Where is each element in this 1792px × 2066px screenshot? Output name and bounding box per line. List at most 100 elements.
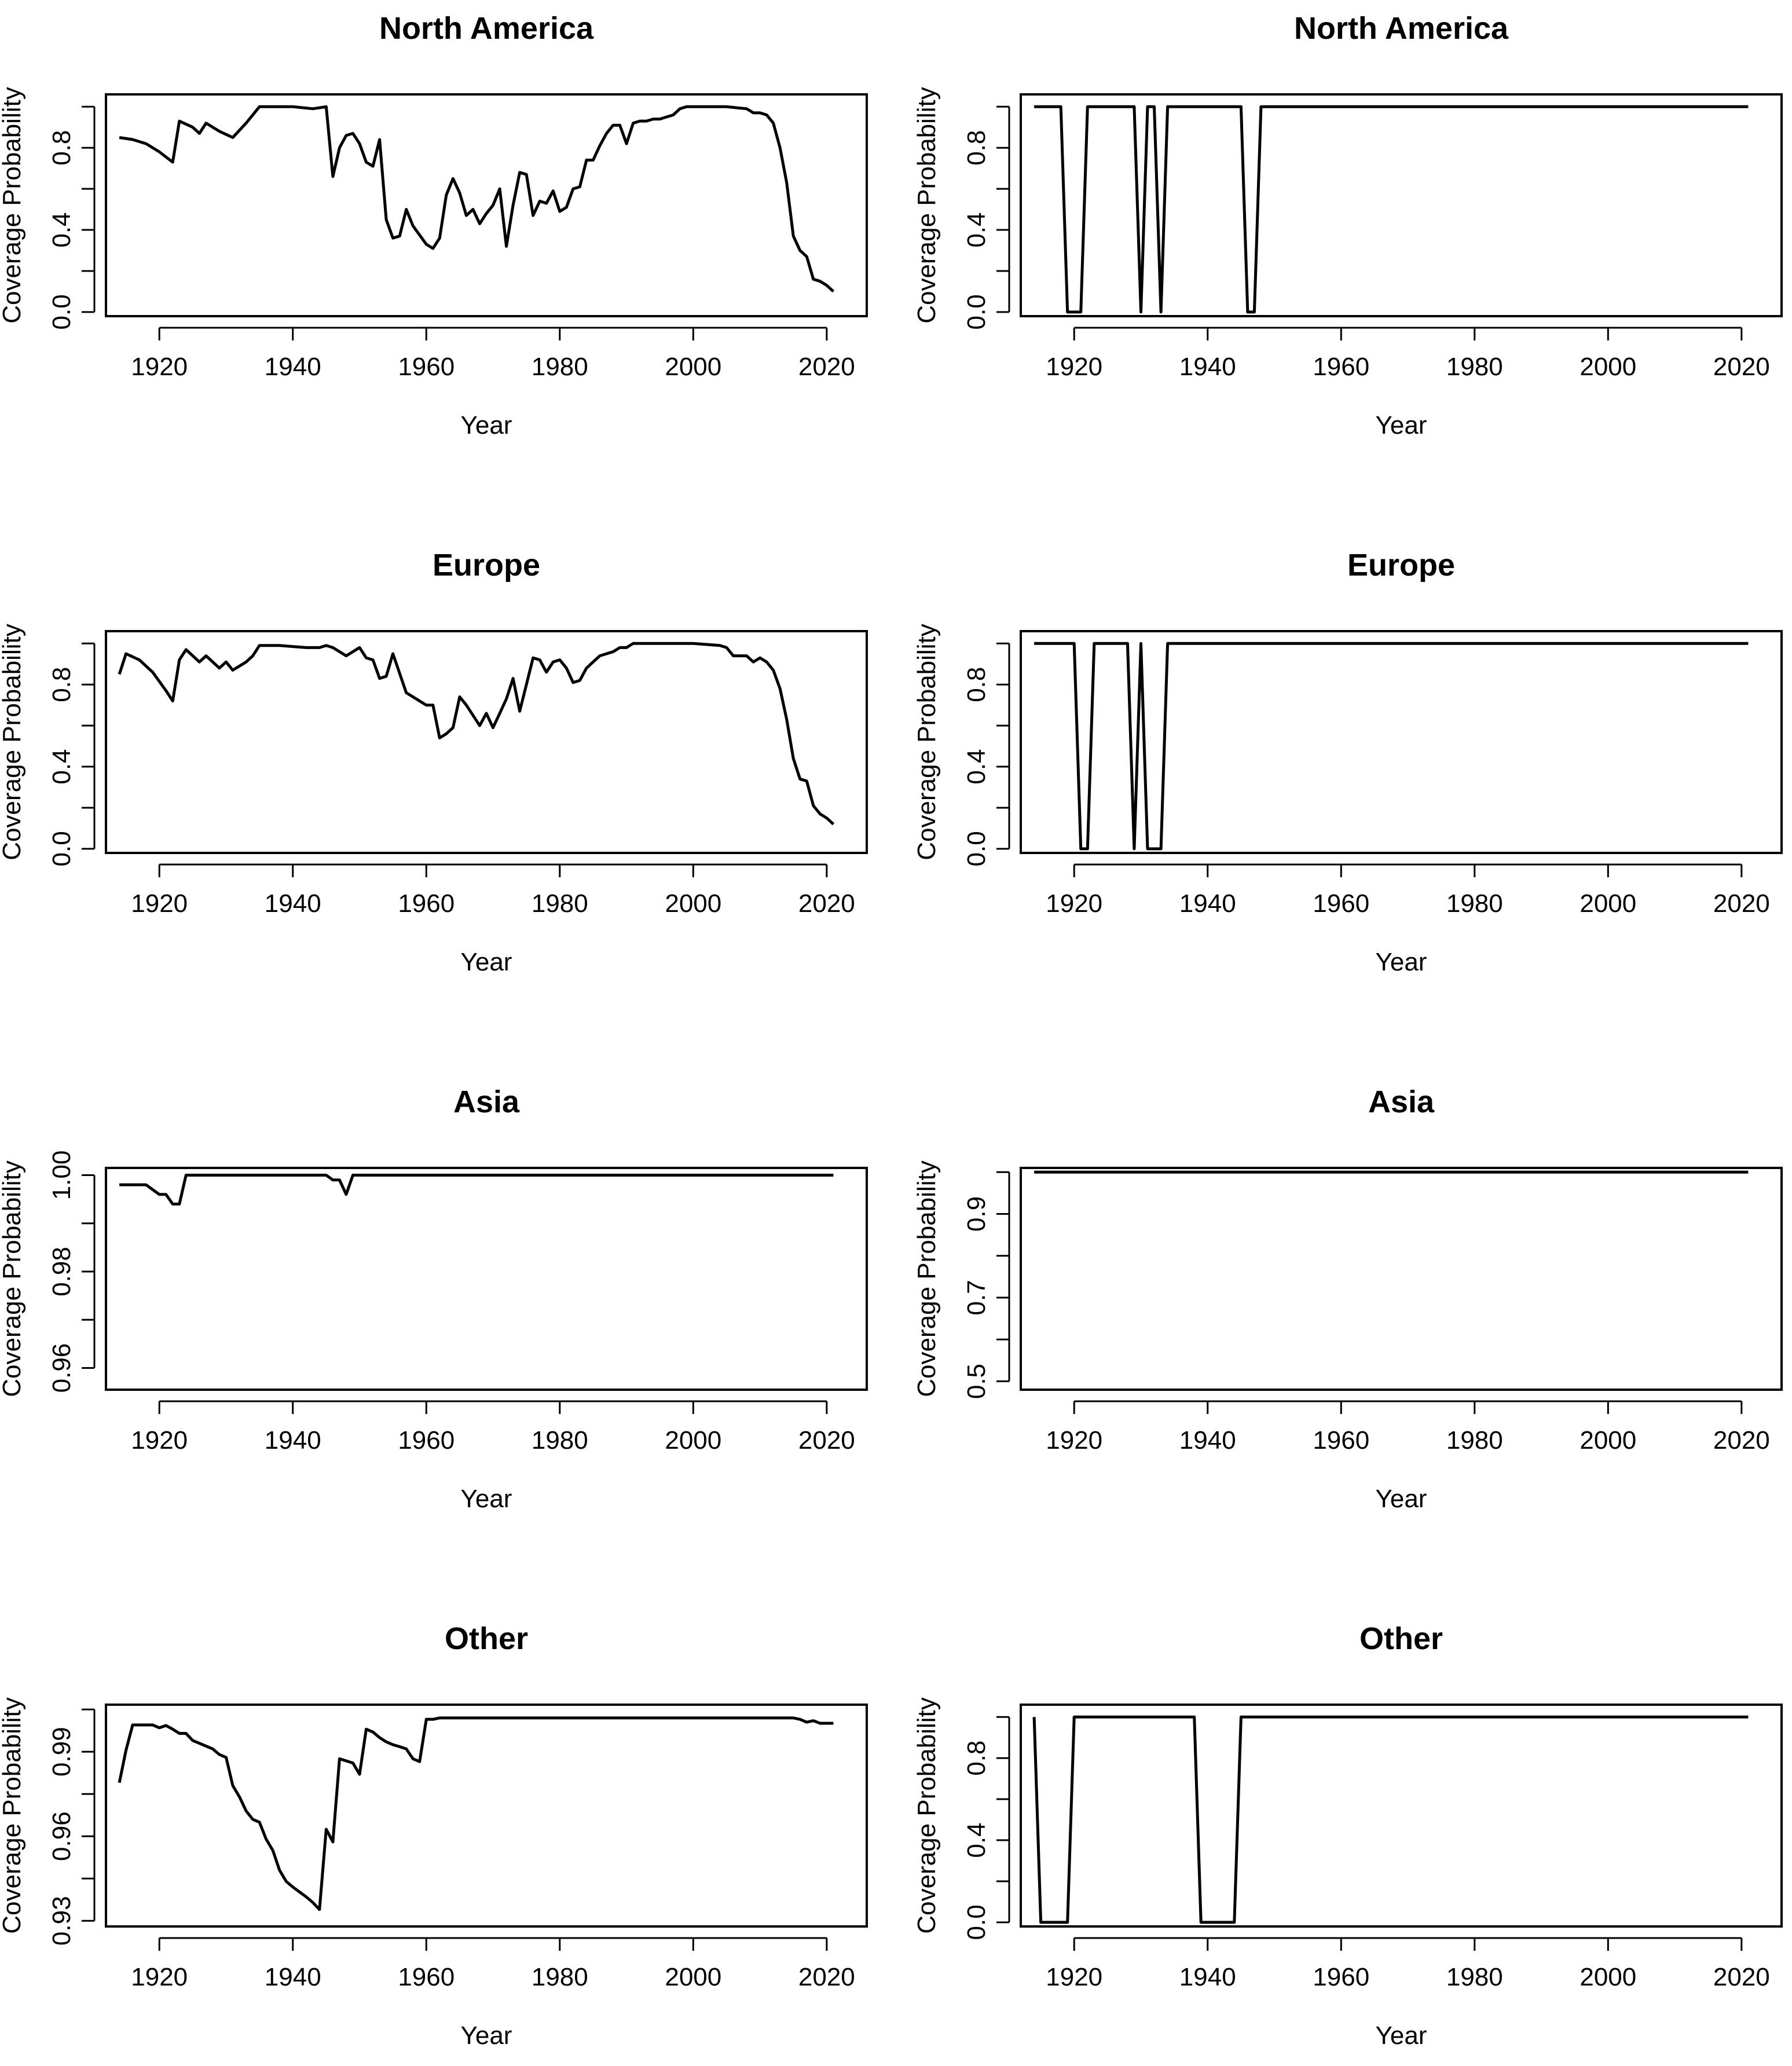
- panel-6-title: Asia: [1368, 1085, 1435, 1119]
- panel-5-x-tick-label: 1920: [131, 1426, 188, 1455]
- panel-1-y-axis-label: Coverage Probability: [0, 87, 26, 323]
- panel-1-title: North America: [379, 11, 594, 46]
- panel-4-x-tick-label: 1940: [1179, 889, 1236, 918]
- panel-3-x-tick-label: 1920: [131, 889, 188, 918]
- panel-8-y-axis-label: Coverage Probability: [913, 1697, 941, 1933]
- panel-5-x-tick-label: 2020: [798, 1426, 855, 1455]
- panel-5-y-axis-label: Coverage Probability: [0, 1160, 26, 1397]
- panel-6-x-tick-label: 2020: [1713, 1426, 1770, 1455]
- panel-2-x-tick-label: 1920: [1046, 353, 1102, 381]
- panel-4-y-axis-label: Coverage Probability: [913, 624, 941, 860]
- panel-6-y-axis-label: Coverage Probability: [913, 1160, 941, 1397]
- panel-2-x-tick-label: 1980: [1446, 353, 1503, 381]
- panel-3-x-tick-label: 1940: [265, 889, 321, 918]
- panel-4-x-tick-label: 2020: [1713, 889, 1770, 918]
- panel-6-x-axis-label: Year: [1376, 1485, 1427, 1513]
- panel-5-x-tick-label: 1980: [532, 1426, 588, 1455]
- panel-6-y-tick-label: 0.7: [962, 1280, 991, 1315]
- panel-1-y-tick-label: 0.0: [47, 294, 76, 329]
- panel-1-x-tick-label: 1920: [131, 353, 188, 381]
- panel-4-title: Europe: [1347, 548, 1455, 583]
- panel-7-x-tick-label: 2020: [798, 1963, 855, 1991]
- panel-1-y-tick-label: 0.4: [47, 212, 76, 247]
- panel-2-plot-frame: [1020, 93, 1783, 317]
- panel-1-x-axis-label: Year: [461, 411, 512, 439]
- panel-7-x-tick-label: 1920: [131, 1963, 188, 1991]
- panel-3-x-tick-label: 1980: [532, 889, 588, 918]
- panel-4-y-tick-label: 0.4: [962, 749, 991, 784]
- panel-8-x-tick-label: 1920: [1046, 1963, 1102, 1991]
- panel-7-y-tick-label: 0.96: [47, 1811, 76, 1861]
- panel-8-x-axis-label: Year: [1376, 2021, 1427, 2050]
- panel-7-plot-frame: [105, 1704, 868, 1928]
- panel-8-x-tick-label: 2020: [1713, 1963, 1770, 1991]
- panel-8-plot-frame: [1020, 1704, 1783, 1928]
- panel-2-x-tick-label: 2000: [1580, 353, 1636, 381]
- panel-6-x-tick-label: 1980: [1446, 1426, 1503, 1455]
- panel-2-y-tick-label: 0.0: [962, 294, 991, 329]
- panel-1-x-tick-label: 1960: [398, 353, 455, 381]
- panel-6-plot-frame: [1020, 1167, 1783, 1391]
- panel-5-x-axis-label: Year: [461, 1485, 512, 1513]
- panel-1-x-tick-label: 1940: [265, 353, 321, 381]
- panel-7-y-axis-label: Coverage Probability: [0, 1697, 26, 1933]
- panel-8-y-tick-label: 0.4: [962, 1822, 991, 1858]
- panel-2-x-axis-label: Year: [1376, 411, 1427, 439]
- panel-7-y-tick-label: 0.93: [47, 1896, 76, 1946]
- panel-6-y-tick-label: 0.9: [962, 1196, 991, 1232]
- panel-8-x-tick-label: 1980: [1446, 1963, 1503, 1991]
- panel-2-y-tick-label: 0.8: [962, 130, 991, 166]
- panel-8-coverage-line: [1032, 1715, 1749, 1924]
- panel-7-coverage-line: [118, 1716, 834, 1911]
- panel-8-x-tick-label: 2000: [1580, 1963, 1636, 1991]
- panel-4-x-tick-label: 1980: [1446, 889, 1503, 918]
- panel-1-x-tick-label: 2000: [665, 353, 721, 381]
- panel-2-x-tick-label: 1940: [1179, 353, 1236, 381]
- panel-4-x-tick-label: 1920: [1046, 889, 1102, 918]
- panel-5-x-tick-label: 1960: [398, 1426, 455, 1455]
- panel-2-y-tick-label: 0.4: [962, 212, 991, 247]
- panel-5-y-tick-label: 0.96: [47, 1343, 76, 1393]
- panel-3-title: Europe: [433, 548, 540, 583]
- panel-8-x-tick-label: 1960: [1313, 1963, 1369, 1991]
- panel-3-y-tick-label: 0.4: [47, 749, 76, 784]
- panel-2-y-axis-label: Coverage Probability: [913, 87, 941, 323]
- panel-1-y-tick-label: 0.8: [47, 130, 76, 166]
- panel-8-y-tick-label: 0.0: [962, 1904, 991, 1940]
- panel-5-title: Asia: [453, 1085, 520, 1119]
- panel-3-coverage-line: [118, 642, 835, 826]
- panel-4-x-axis-label: Year: [1376, 948, 1427, 976]
- panel-2-x-tick-label: 2020: [1713, 353, 1770, 381]
- panel-5-y-tick-label: 0.98: [47, 1247, 76, 1296]
- panel-3-plot-frame: [105, 630, 868, 854]
- panel-6-y-tick-label: 0.5: [962, 1364, 991, 1399]
- panel-7-y-tick-label: 0.99: [47, 1727, 76, 1776]
- panel-7-title: Other: [445, 1621, 528, 1656]
- panel-4-y-tick-label: 0.8: [962, 667, 991, 702]
- panel-7-x-tick-label: 2000: [665, 1963, 721, 1991]
- panel-8-y-tick-label: 0.8: [962, 1741, 991, 1776]
- panel-6-x-tick-label: 1920: [1046, 1426, 1102, 1455]
- panel-1-x-tick-label: 1980: [532, 353, 588, 381]
- panel-7-x-tick-label: 1940: [265, 1963, 321, 1991]
- panel-1-x-tick-label: 2020: [798, 353, 855, 381]
- panel-5-y-tick-label: 1.00: [47, 1151, 76, 1200]
- panel-8-title: Other: [1359, 1621, 1443, 1656]
- panel-3-x-tick-label: 2020: [798, 889, 855, 918]
- panel-4-x-tick-label: 1960: [1313, 889, 1369, 918]
- panel-3-y-tick-label: 0.0: [47, 831, 76, 866]
- panel-4-coverage-line: [1034, 642, 1749, 851]
- panel-3-x-tick-label: 1960: [398, 889, 455, 918]
- panel-4-x-tick-label: 2000: [1580, 889, 1636, 918]
- panel-5-x-tick-label: 2000: [665, 1426, 721, 1455]
- panel-5-plot-frame: [105, 1167, 868, 1391]
- panel-3-y-axis-label: Coverage Probability: [0, 624, 26, 860]
- panel-2-x-tick-label: 1960: [1313, 353, 1369, 381]
- panel-7-x-tick-label: 1960: [398, 1963, 455, 1991]
- panel-2-coverage-line: [1034, 105, 1749, 314]
- panel-6-x-tick-label: 1960: [1313, 1426, 1369, 1455]
- panel-7-x-tick-label: 1980: [532, 1963, 588, 1991]
- panel-1-coverage-line: [119, 105, 835, 293]
- panel-5-x-tick-label: 1940: [265, 1426, 321, 1455]
